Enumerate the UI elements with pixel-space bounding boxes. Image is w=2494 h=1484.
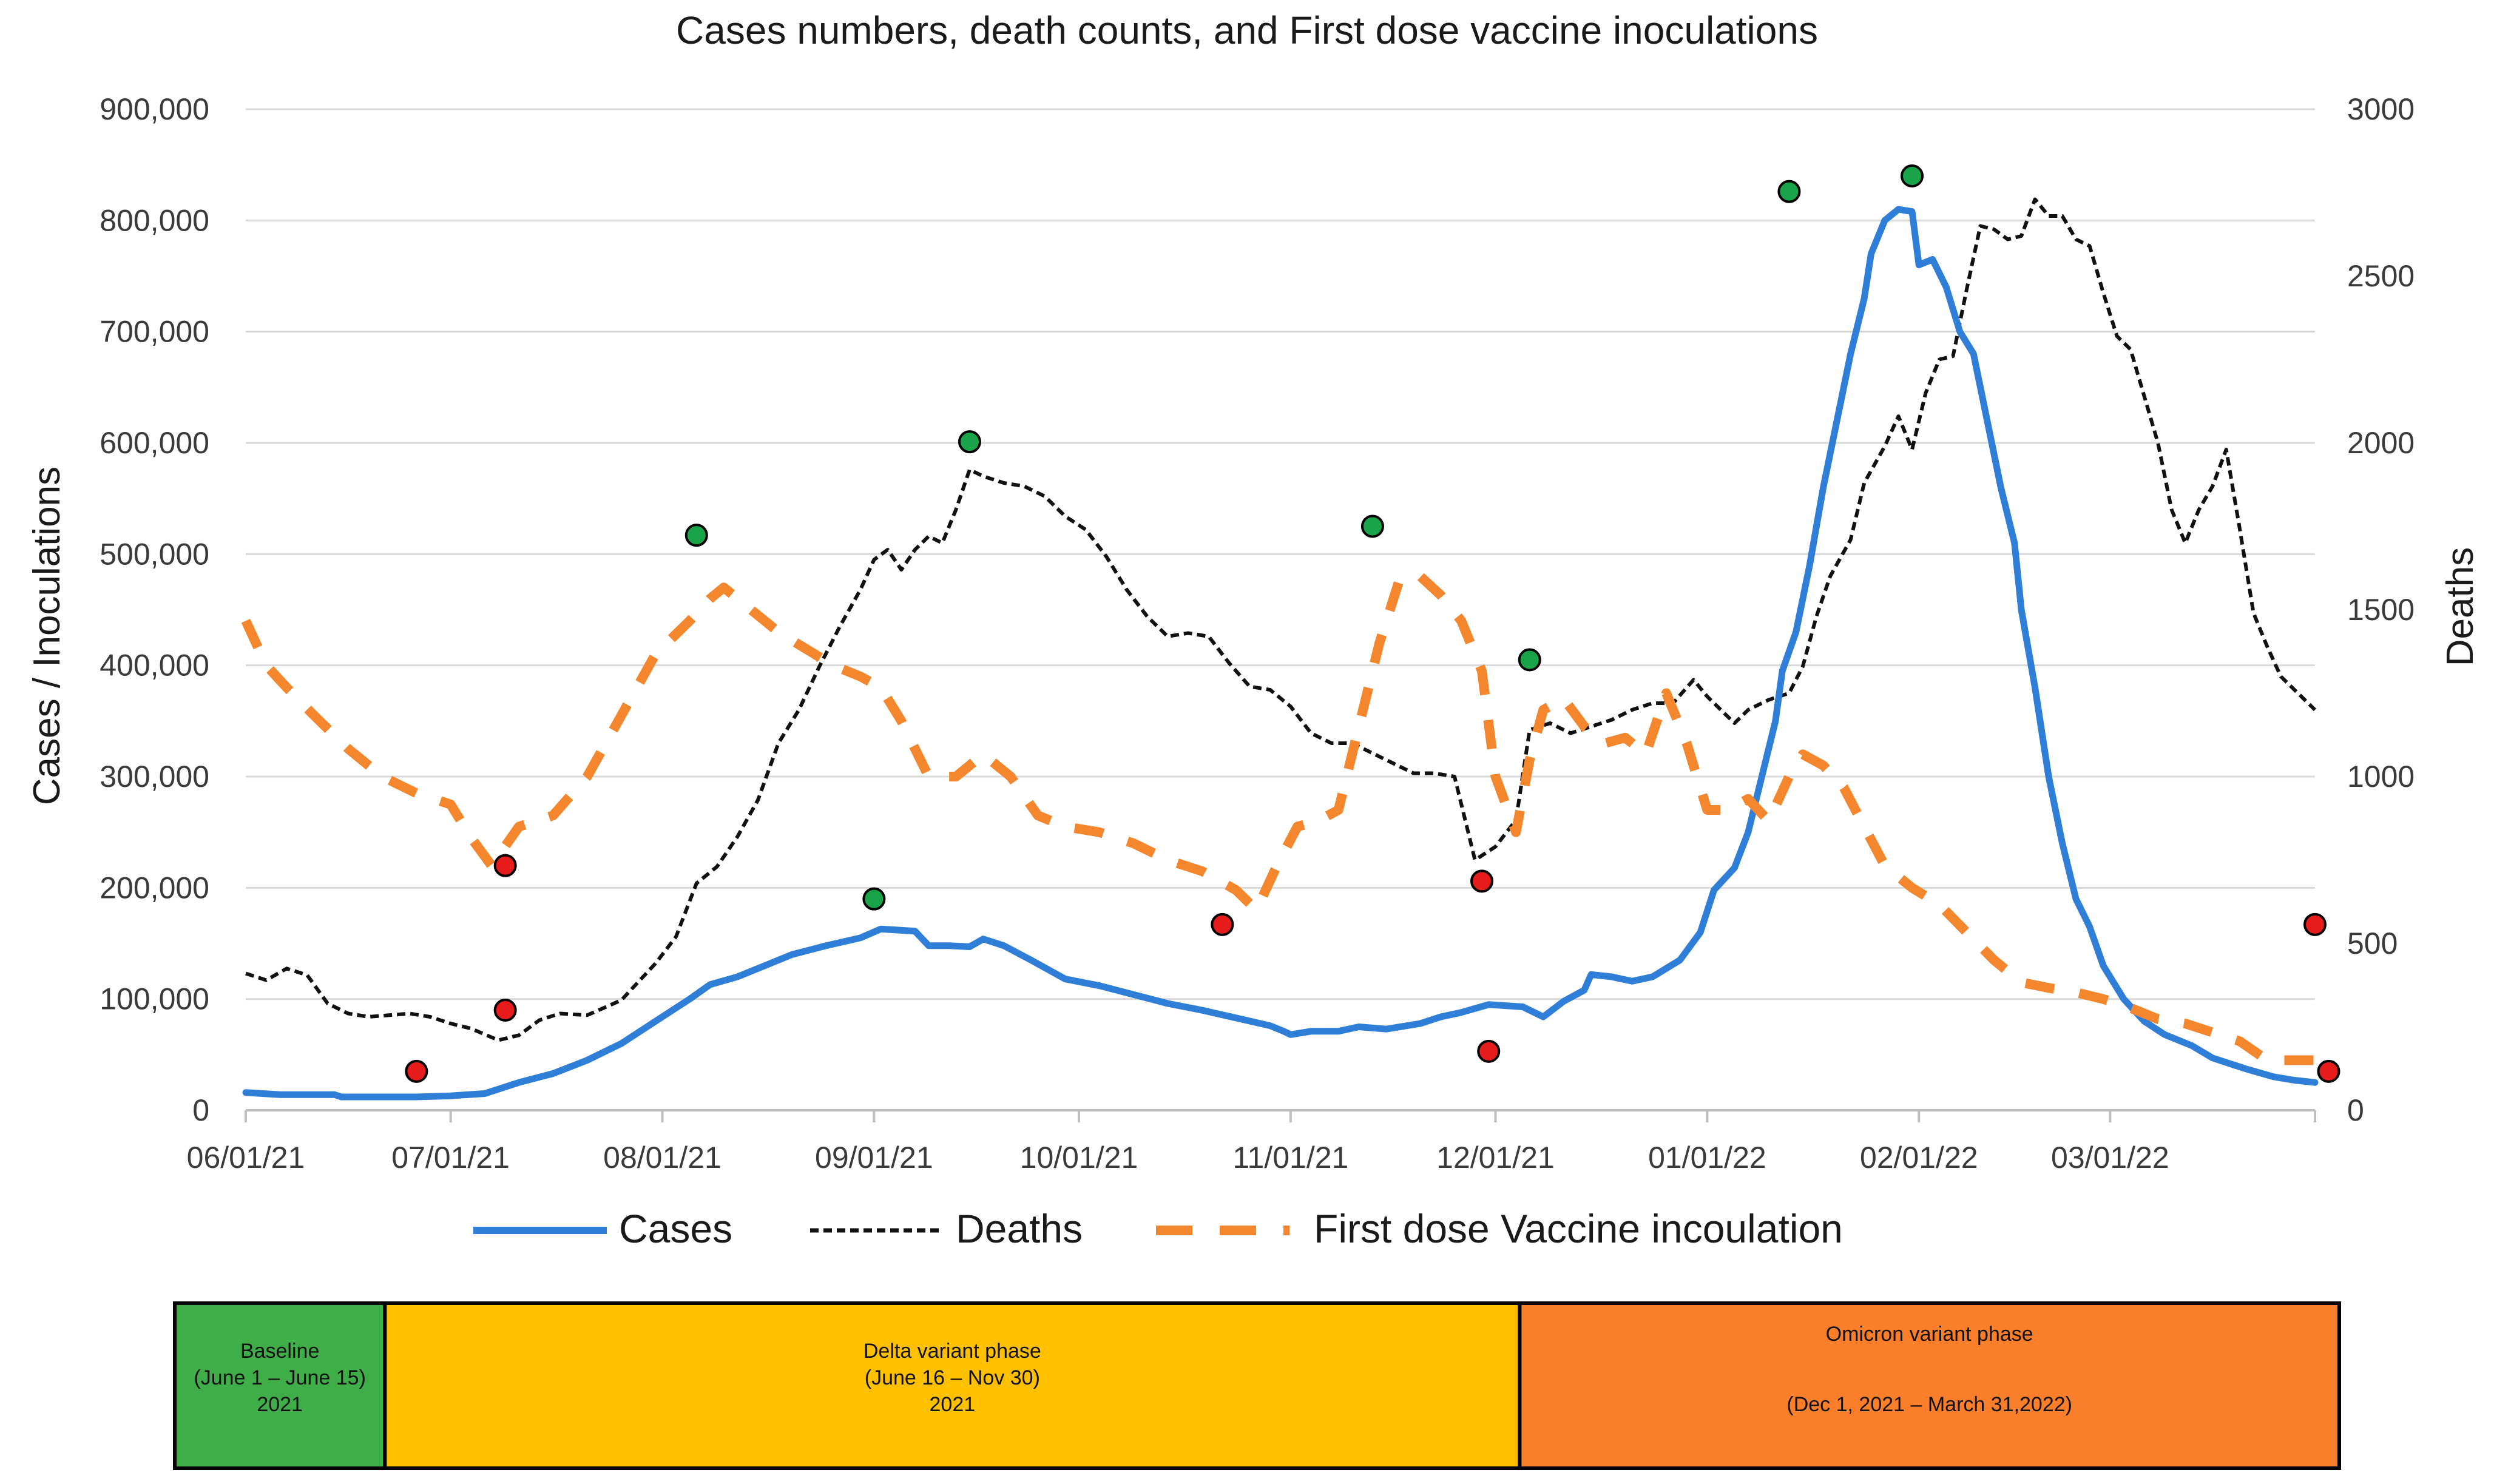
y-left-tick-label: 600,000 [100, 426, 209, 460]
y-right-tick-label: 500 [2347, 926, 2398, 960]
trough-marker [493, 854, 517, 877]
trough-marker [2317, 1059, 2340, 1083]
trough-marker [1470, 869, 1493, 893]
trough-marker [2303, 912, 2327, 936]
y-left-tick-label: 700,000 [100, 315, 209, 349]
y-axis-label-right: Deaths [2439, 547, 2481, 666]
y-left-tick-label: 400,000 [100, 649, 209, 683]
gridlines [246, 108, 2315, 1000]
peak-marker [862, 887, 886, 911]
phase-bar: Baseline (June 1 – June 15) 2021 Delta vari… [173, 1301, 2342, 1470]
series [241, 197, 2319, 1101]
y-right-tick-label: 1500 [2347, 593, 2415, 627]
peak-marker [958, 430, 981, 454]
phase-label: 2021 [930, 1393, 976, 1416]
x-tick-label: 02/01/22 [1860, 1141, 1978, 1175]
series-line-cases [242, 206, 2319, 1101]
x-tick-label: 09/01/21 [815, 1141, 933, 1175]
phase-label: 2021 [257, 1393, 303, 1416]
phase-block [383, 1301, 1522, 1470]
peak-marker [1777, 180, 1801, 203]
x-tick-label: 10/01/21 [1020, 1141, 1138, 1175]
x-tick-label: 08/01/21 [603, 1141, 722, 1175]
legend: Cases Deaths First dose Vaccine incoulatio… [473, 1206, 1843, 1251]
y-right-tick-label: 0 [2347, 1093, 2364, 1127]
y-left-tick-label: 200,000 [100, 871, 209, 905]
trough-marker [1211, 912, 1234, 936]
y-left-tick-label: 800,000 [100, 203, 209, 237]
series-line-deaths [245, 197, 2317, 1042]
y-right-tick-label: 1000 [2347, 760, 2415, 794]
trough-marker [493, 999, 517, 1022]
y-right-tick-label: 3000 [2347, 92, 2415, 126]
legend-label: Cases [619, 1206, 732, 1251]
chart-title: Cases numbers, death counts, and First d… [676, 8, 1818, 52]
legend-label: Deaths [956, 1206, 1083, 1251]
x-tick-label: 03/01/22 [2051, 1141, 2169, 1175]
peak-marker [1518, 648, 1541, 672]
y-right-tick-label: 2500 [2347, 259, 2415, 293]
phase-label: (June 1 – June 15) [194, 1366, 366, 1389]
x-tick-label: 06/01/21 [187, 1141, 305, 1175]
y-axis-label-left: Cases / Inoculations [26, 467, 68, 805]
x-tick-label: 12/01/21 [1436, 1141, 1555, 1175]
phase-block [173, 1301, 387, 1470]
annotation-markers [405, 164, 2340, 1083]
axes: 0 100,000 200,000 300,000 400,000 500,000 600,… [100, 92, 2415, 1175]
legend-label: First dose Vaccine incoulation [1314, 1206, 1843, 1251]
y-left-tick-label: 500,000 [100, 537, 209, 571]
peak-marker [1901, 164, 1924, 187]
peak-marker [1360, 514, 1384, 538]
x-tick-label: 07/01/21 [391, 1141, 510, 1175]
phase-label: Omicron variant phase [1826, 1323, 2033, 1346]
series-line-first-dose-vaccine-incoulation [241, 572, 2315, 1065]
phase-label: (June 16 – Nov 30) [865, 1366, 1040, 1389]
trough-marker [405, 1059, 428, 1083]
phase-block [1518, 1301, 2342, 1470]
phase-label: Baseline [240, 1340, 319, 1363]
phase-label: (Dec 1, 2021 – March 31,2022) [1786, 1393, 2072, 1416]
phase-label: Delta variant phase [863, 1340, 1041, 1363]
y-right-tick-label: 2000 [2347, 426, 2415, 460]
y-left-tick-label: 100,000 [100, 982, 209, 1016]
y-left-tick-label: 900,000 [100, 92, 209, 126]
y-left-tick-label: 300,000 [100, 760, 209, 794]
x-tick-label: 01/01/22 [1648, 1141, 1766, 1175]
peak-marker [684, 524, 708, 547]
x-tick-label: 11/01/21 [1232, 1141, 1348, 1175]
trough-marker [1477, 1039, 1501, 1063]
y-left-tick-label: 0 [192, 1093, 209, 1127]
